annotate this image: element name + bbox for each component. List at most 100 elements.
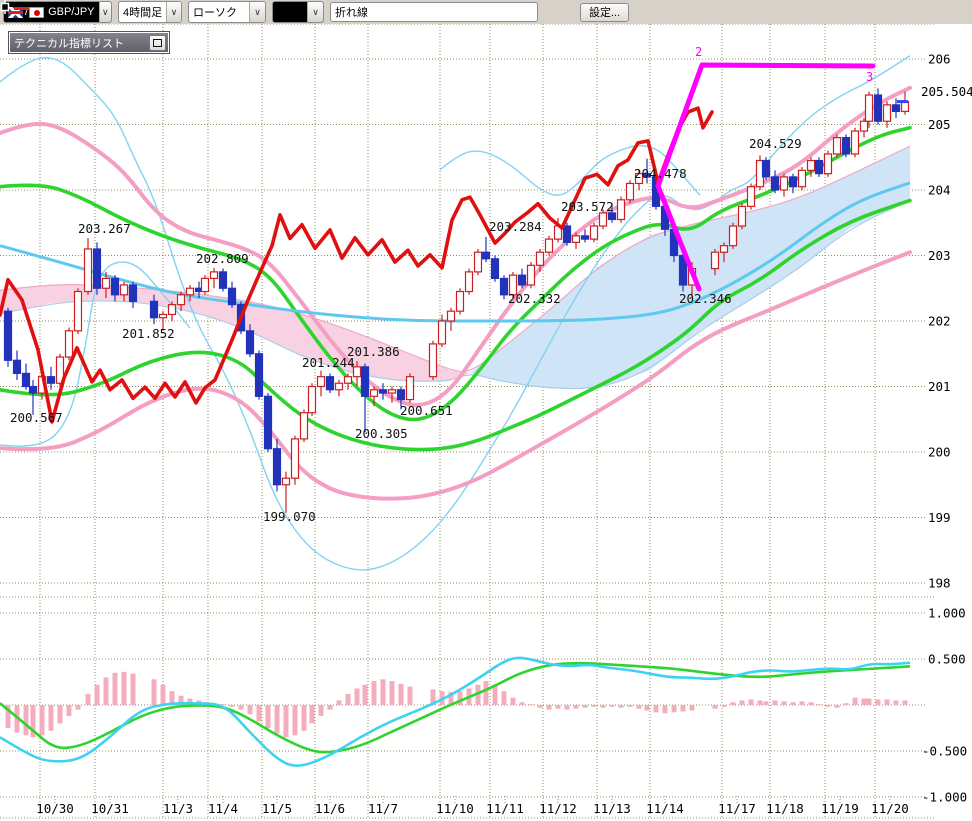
macd-line	[0, 661, 911, 754]
candle-up	[299, 412, 309, 440]
macd-histogram-bar	[85, 693, 91, 705]
chevron-down-icon[interactable]: ∨	[307, 2, 323, 22]
chart-type-selector[interactable]: ローソク ∨	[188, 1, 266, 23]
macd-histogram-bar	[875, 699, 881, 705]
macd-histogram-bar	[274, 705, 280, 734]
price-annotation: 201.244	[302, 355, 355, 370]
candle-down	[788, 176, 798, 188]
macd-histogram-bar	[748, 699, 754, 705]
candle-up	[167, 304, 177, 316]
macd-histogram-bar	[653, 705, 659, 713]
candle-up	[446, 310, 456, 322]
macd-histogram-bar	[537, 705, 543, 708]
candle-up	[185, 287, 195, 296]
macd-histogram-bar	[781, 701, 787, 705]
date-axis-label: 10/30	[36, 801, 74, 816]
candle-style-selector[interactable]: ∨	[0, 0, 324, 23]
price-annotation: 200.567	[10, 410, 63, 425]
bollinger-lower2-line	[0, 250, 912, 501]
macd-axis-label: 1.000	[928, 606, 966, 621]
timeframe-selector[interactable]: 4時間足 ∨	[118, 1, 182, 23]
macd-histogram-bar	[843, 703, 849, 705]
pair-selector[interactable]: / GBP/JPY ∨	[3, 1, 112, 23]
macd-histogram-bar	[160, 684, 166, 705]
candle-up	[200, 277, 210, 293]
macd-histogram-bar	[730, 702, 736, 705]
date-axis-label: 11/7	[368, 801, 398, 816]
macd-histogram-bar	[362, 684, 368, 705]
macd-histogram-bar	[627, 705, 633, 707]
current-price-marker	[897, 100, 908, 104]
macd-histogram-bar	[884, 699, 890, 705]
candle-up	[589, 225, 599, 240]
macd-histogram-bar	[680, 705, 686, 712]
macd-histogram-bar	[169, 691, 175, 705]
chevron-down-icon[interactable]: ∨	[249, 2, 265, 22]
candle-up	[281, 477, 291, 486]
macd-histogram-bar	[327, 705, 333, 710]
candle-up	[859, 120, 869, 132]
candle-down	[110, 277, 120, 296]
chevron-down-icon[interactable]: ∨	[98, 2, 111, 22]
candle-down	[128, 284, 138, 302]
macd-histogram-bar	[492, 684, 498, 705]
price-annotation: 204.478	[634, 166, 687, 181]
flag-gb-icon	[8, 6, 23, 18]
chevron-down-icon[interactable]: ∨	[166, 2, 181, 22]
candle-down	[360, 366, 370, 397]
date-axis-label: 11/17	[718, 801, 756, 816]
ichimoku-cloud-pink	[0, 284, 470, 382]
macd-signal-line	[0, 656, 911, 767]
date-axis-label: 10/31	[91, 801, 129, 816]
candle-up	[352, 366, 362, 378]
price-annotation: 202.809	[196, 251, 249, 266]
candle-up	[864, 94, 874, 122]
macd-histogram-bar	[220, 704, 226, 706]
candle-up	[369, 389, 379, 397]
settings-button[interactable]: 設定...	[580, 2, 630, 22]
restore-window-button[interactable]	[149, 34, 166, 51]
candle-up	[176, 294, 186, 306]
macd-histogram-bar	[5, 705, 11, 728]
macd-histogram-bar	[671, 705, 677, 713]
candle-up	[598, 212, 608, 227]
indicator-list-titlebar[interactable]: テクニカル指標リスト	[8, 31, 170, 54]
macd-histogram-bar	[902, 700, 908, 705]
toolbar: / GBP/JPY ∨ 4時間足 ∨ ローソク ∨ ∨ 設定...	[0, 0, 972, 24]
macd-histogram-bar	[265, 705, 271, 728]
price-annotation: 202.332	[508, 291, 561, 306]
macd-histogram-bar	[94, 684, 100, 705]
macd-histogram-bar	[519, 702, 525, 705]
macd-histogram-bar	[448, 692, 454, 705]
macd-histogram-bar	[852, 697, 858, 705]
bollinger-lower1-line	[0, 198, 912, 452]
macd-histogram-bar	[662, 705, 668, 714]
macd-histogram-bar	[187, 698, 193, 705]
candle-up	[806, 159, 816, 171]
macd-histogram-bar	[893, 700, 899, 705]
macd-histogram-bar	[23, 705, 29, 736]
price-axis-label: 203	[928, 248, 951, 263]
candle-up	[73, 290, 83, 332]
candle-down	[28, 385, 38, 394]
pair-label: GBP/JPY	[48, 6, 95, 18]
candle-up	[710, 251, 720, 270]
macd-histogram-bar	[816, 704, 822, 706]
bollinger-upper1-line	[0, 125, 912, 422]
candle-up	[508, 274, 518, 296]
candle-up	[101, 277, 111, 289]
price-axis-label: 206	[928, 52, 951, 67]
date-axis-label: 11/4	[208, 801, 238, 816]
macd-histogram-bar	[430, 689, 436, 705]
price-annotation: 203.284	[489, 219, 542, 234]
overlay-name-input[interactable]	[330, 2, 538, 22]
macd-histogram-bar	[739, 700, 745, 705]
macd-histogram-bar	[712, 705, 718, 709]
macd-histogram-bar	[66, 705, 72, 717]
candle-up	[209, 271, 219, 280]
trend-drawing-point-label: 3	[866, 70, 873, 84]
macd-histogram-bar	[57, 705, 63, 724]
candle-up	[316, 376, 326, 388]
